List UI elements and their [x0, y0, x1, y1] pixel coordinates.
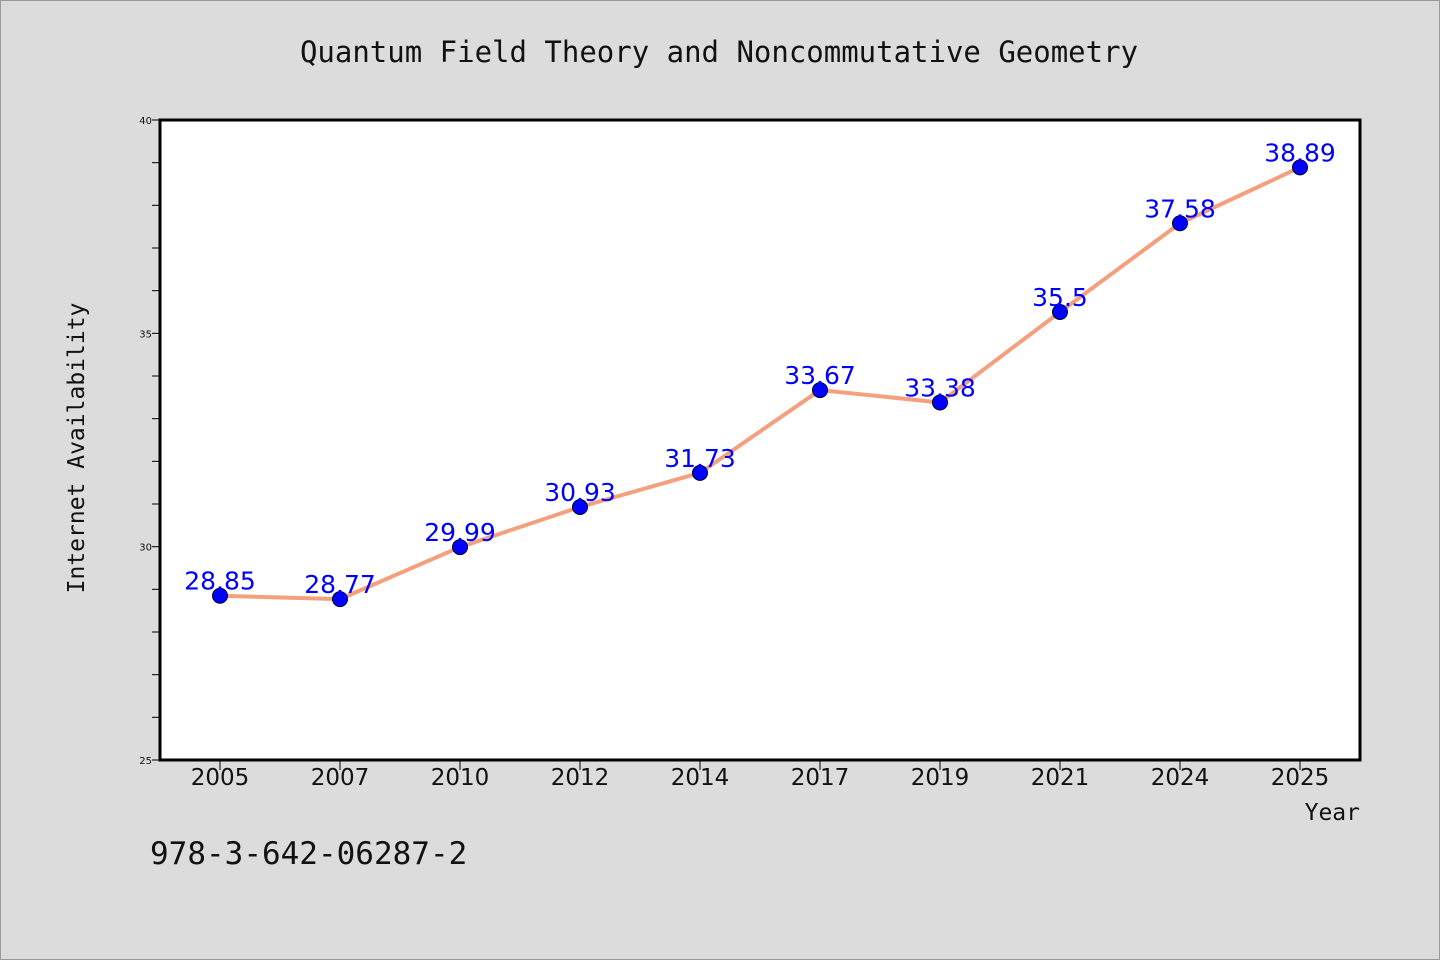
data-label: 28.85	[184, 567, 256, 596]
x-tick-label: 2010	[431, 765, 490, 791]
data-label: 30.93	[544, 478, 616, 507]
data-label: 31.73	[664, 444, 736, 473]
data-label: 29.99	[424, 518, 496, 547]
data-point	[452, 539, 468, 556]
x-tick-label: 2005	[191, 765, 250, 791]
data-point	[1292, 159, 1308, 176]
series-line	[219, 165, 1301, 602]
data-label: 38.89	[1264, 138, 1336, 167]
data-point	[1172, 215, 1188, 232]
y-axis-label: Internet Availability	[64, 303, 90, 594]
x-tick-label: 2012	[551, 765, 610, 791]
data-point	[692, 464, 708, 481]
plot-area	[158, 118, 1362, 762]
data-point	[932, 394, 948, 411]
data-point	[1052, 304, 1068, 320]
y-axis: 25 30 35 40	[139, 116, 160, 767]
data-label: 35.5	[1032, 283, 1088, 312]
x-tick-label: 2017	[791, 765, 850, 791]
x-axis: 2005 2007 2010 2012 2014 2017 2019 2021 2024 2025	[191, 760, 1330, 791]
x-tick-label: 2025	[1271, 765, 1330, 791]
y-tick-label: 35	[139, 329, 152, 340]
x-tick-label: 2024	[1151, 765, 1210, 791]
x-tick-label: 2007	[311, 765, 370, 791]
x-tick-label: 2019	[911, 765, 970, 791]
data-point	[332, 591, 348, 608]
x-tick-label: 2014	[671, 765, 730, 791]
y-tick-label: 40	[139, 116, 152, 127]
data-point	[572, 498, 588, 515]
x-tick-label: 2021	[1031, 765, 1090, 791]
isbn-footnote: 978-3-642-06287-2	[150, 836, 467, 872]
data-label: 28.77	[304, 570, 376, 599]
data-point	[212, 587, 228, 604]
chart-title: Quantum Field Theory and Noncommutative …	[300, 35, 1138, 69]
y-tick-label: 25	[139, 756, 152, 767]
x-axis-label: Year	[1305, 800, 1360, 826]
y-tick-label: 30	[139, 543, 152, 554]
data-label: 33.38	[904, 373, 976, 402]
series-layer: 28.85 28.77 29.99 30.93 31.73 33.67 33.38 35.5 3…	[184, 138, 1336, 608]
data-label: 37.58	[1144, 194, 1216, 223]
data-label: 33.67	[784, 361, 856, 390]
data-point	[812, 382, 828, 399]
